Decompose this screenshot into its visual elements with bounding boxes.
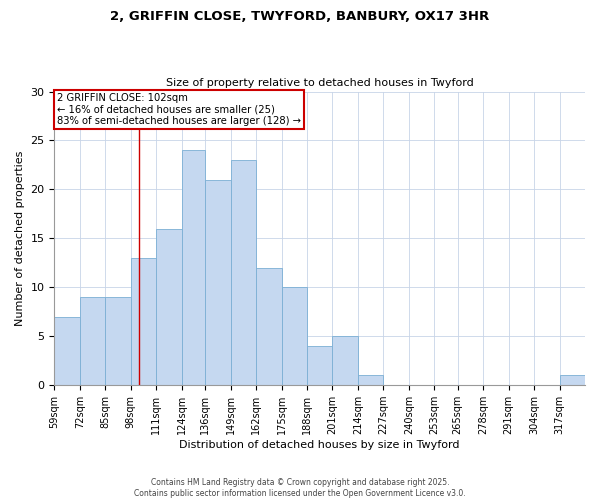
Bar bbox=[307, 346, 332, 385]
Bar bbox=[131, 258, 156, 385]
Bar bbox=[205, 180, 230, 385]
Title: Size of property relative to detached houses in Twyford: Size of property relative to detached ho… bbox=[166, 78, 473, 88]
Bar bbox=[106, 297, 131, 385]
Bar bbox=[256, 268, 281, 385]
Bar bbox=[156, 228, 182, 385]
X-axis label: Distribution of detached houses by size in Twyford: Distribution of detached houses by size … bbox=[179, 440, 460, 450]
Text: 2, GRIFFIN CLOSE, TWYFORD, BANBURY, OX17 3HR: 2, GRIFFIN CLOSE, TWYFORD, BANBURY, OX17… bbox=[110, 10, 490, 23]
Bar bbox=[80, 297, 106, 385]
Bar bbox=[281, 288, 307, 385]
Y-axis label: Number of detached properties: Number of detached properties bbox=[15, 150, 25, 326]
Text: 2 GRIFFIN CLOSE: 102sqm
← 16% of detached houses are smaller (25)
83% of semi-de: 2 GRIFFIN CLOSE: 102sqm ← 16% of detache… bbox=[57, 93, 301, 126]
Bar bbox=[358, 376, 383, 385]
Bar bbox=[332, 336, 358, 385]
Text: Contains HM Land Registry data © Crown copyright and database right 2025.
Contai: Contains HM Land Registry data © Crown c… bbox=[134, 478, 466, 498]
Bar bbox=[182, 150, 205, 385]
Bar bbox=[55, 316, 80, 385]
Bar bbox=[230, 160, 256, 385]
Bar bbox=[560, 376, 585, 385]
